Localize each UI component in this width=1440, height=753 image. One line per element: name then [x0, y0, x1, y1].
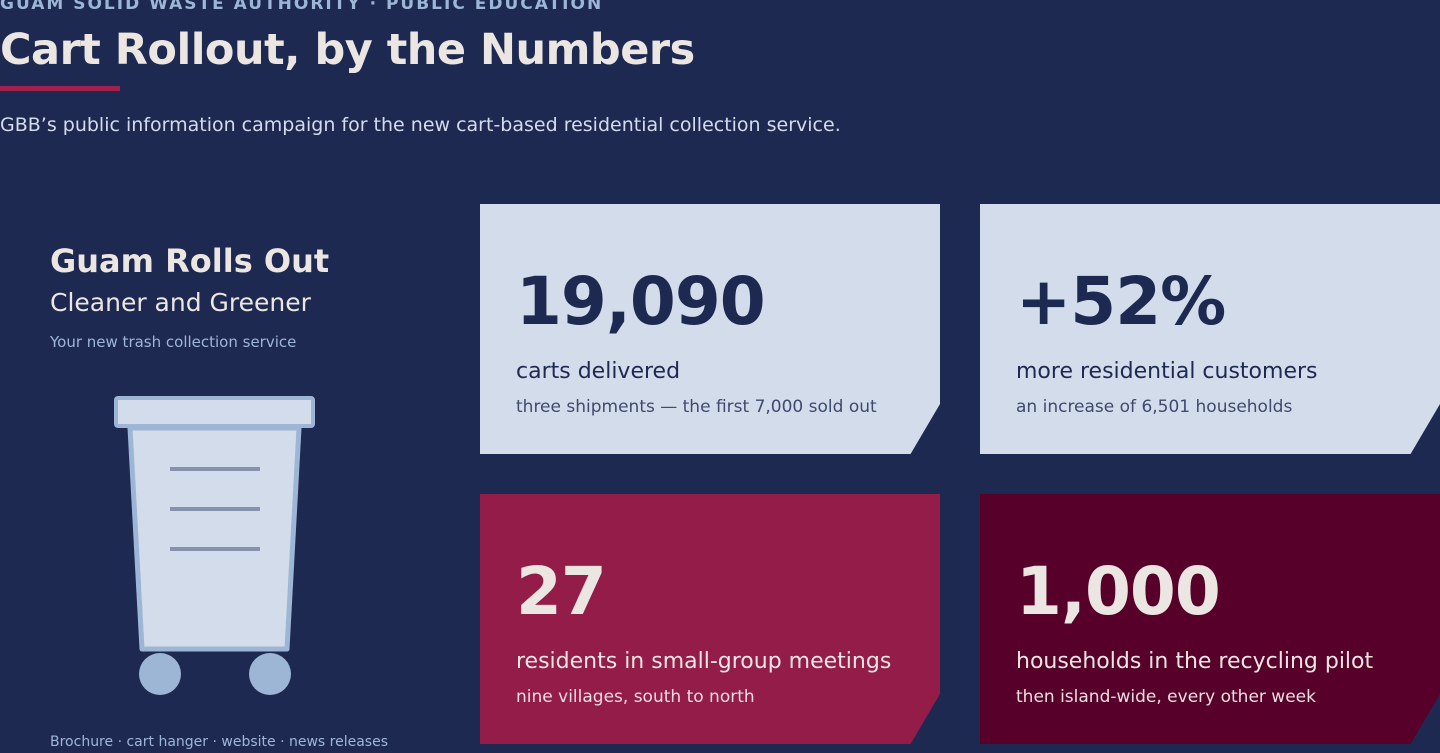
stat-value: 1,000: [1016, 553, 1221, 630]
page-subtitle: GBB’s public information campaign for th…: [0, 114, 841, 136]
stat-value: 19,090: [516, 263, 766, 340]
title-underline: [0, 86, 120, 91]
promo-channels: Brochure · cart hanger · website · news …: [50, 734, 388, 750]
stat-card-carts: 19,090 carts delivered three shipments —…: [480, 204, 940, 454]
stat-card-recycling: 1,000 households in the recycling pilot …: [980, 494, 1440, 744]
stat-note: an increase of 6,501 households: [1016, 397, 1293, 417]
stat-value: 27: [516, 553, 607, 630]
trash-cart-icon: [114, 396, 315, 695]
stat-label: carts delivered: [516, 359, 681, 384]
stat-note: three shipments — the first 7,000 sold o…: [516, 397, 877, 417]
page-title: Cart Rollout, by the Numbers: [0, 25, 695, 75]
promo-heading: Guam Rolls Out: [50, 242, 330, 280]
stat-label: residents in small-group meetings: [516, 649, 892, 674]
eyebrow: GUAM SOLID WASTE AUTHORITY · PUBLIC EDUC…: [0, 0, 604, 14]
stat-card-customers: +52% more residential customers an incre…: [980, 204, 1440, 454]
stat-value: +52%: [1016, 263, 1226, 340]
stat-card-meetings: 27 residents in small-group meetings nin…: [480, 494, 940, 744]
stat-label: households in the recycling pilot: [1016, 649, 1374, 674]
stat-note: nine villages, south to north: [516, 687, 755, 707]
promo-subheading: Cleaner and Greener: [50, 288, 311, 317]
stat-label: more residential customers: [1016, 359, 1318, 384]
stat-note: then island-wide, every other week: [1016, 687, 1316, 707]
promo-tagline: Your new trash collection service: [50, 333, 297, 351]
